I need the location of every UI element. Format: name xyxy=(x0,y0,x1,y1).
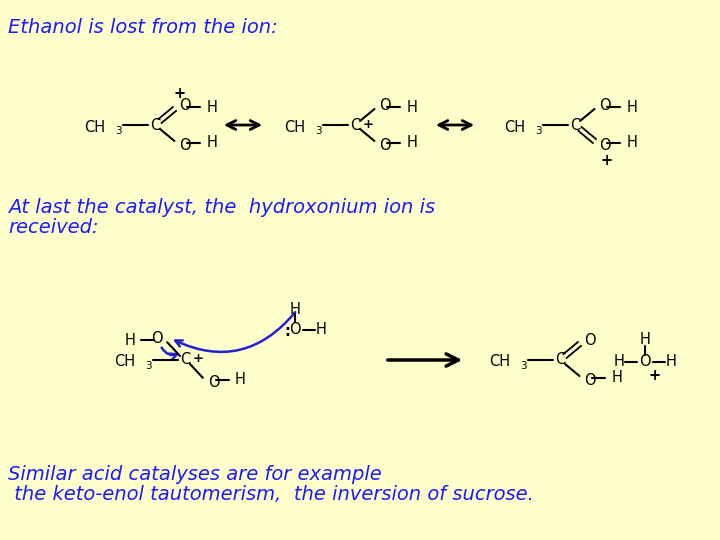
Text: 3: 3 xyxy=(535,126,541,136)
Text: At last the catalyst, the  hydroxonium ion is: At last the catalyst, the hydroxonium io… xyxy=(8,198,435,217)
Text: CH: CH xyxy=(504,119,525,134)
Text: H: H xyxy=(626,136,637,151)
Text: H: H xyxy=(315,322,326,338)
Text: H: H xyxy=(207,99,217,114)
Text: C: C xyxy=(180,353,190,368)
Text: :: : xyxy=(284,325,290,340)
Text: O: O xyxy=(585,374,596,388)
Text: CH: CH xyxy=(489,354,510,369)
Text: O: O xyxy=(639,354,651,369)
FancyArrowPatch shape xyxy=(175,312,295,352)
Text: O: O xyxy=(379,98,391,112)
Text: O: O xyxy=(289,322,301,338)
Text: O: O xyxy=(379,138,391,153)
Text: O: O xyxy=(208,375,220,390)
Text: O: O xyxy=(179,98,191,112)
Text: Similar acid catalyses are for example: Similar acid catalyses are for example xyxy=(8,465,382,484)
FancyArrowPatch shape xyxy=(161,348,177,360)
Text: C: C xyxy=(570,118,580,132)
Text: +: + xyxy=(174,85,186,100)
Text: H: H xyxy=(613,354,624,369)
Text: Ethanol is lost from the ion:: Ethanol is lost from the ion: xyxy=(8,18,278,37)
Text: O: O xyxy=(600,138,611,153)
Text: C: C xyxy=(555,353,565,368)
Text: the keto-enol tautomerism,  the inversion of sucrose.: the keto-enol tautomerism, the inversion… xyxy=(8,485,534,504)
Text: 3: 3 xyxy=(315,126,321,136)
Text: 3: 3 xyxy=(114,126,121,136)
Text: H: H xyxy=(289,302,300,318)
Text: +: + xyxy=(193,353,204,366)
Text: +: + xyxy=(600,153,613,168)
Text: O: O xyxy=(152,330,163,346)
Text: +: + xyxy=(649,368,661,383)
Text: H: H xyxy=(235,372,246,387)
Text: H: H xyxy=(207,136,217,151)
Text: H: H xyxy=(626,99,637,114)
Text: CH: CH xyxy=(284,119,305,134)
Text: O: O xyxy=(179,138,191,153)
Text: O: O xyxy=(585,333,596,348)
Text: O: O xyxy=(600,98,611,112)
Text: C: C xyxy=(150,118,160,132)
Text: CH: CH xyxy=(84,119,105,134)
Text: +: + xyxy=(363,118,374,131)
Text: 3: 3 xyxy=(520,361,526,371)
Text: 3: 3 xyxy=(145,361,151,371)
Text: CH: CH xyxy=(114,354,135,369)
Text: H: H xyxy=(611,370,622,386)
Text: H: H xyxy=(125,333,135,348)
Text: H: H xyxy=(639,333,650,348)
Text: H: H xyxy=(665,354,676,369)
Text: H: H xyxy=(407,99,418,114)
Text: C: C xyxy=(350,118,360,132)
Text: received:: received: xyxy=(8,218,99,237)
Text: H: H xyxy=(407,136,418,151)
